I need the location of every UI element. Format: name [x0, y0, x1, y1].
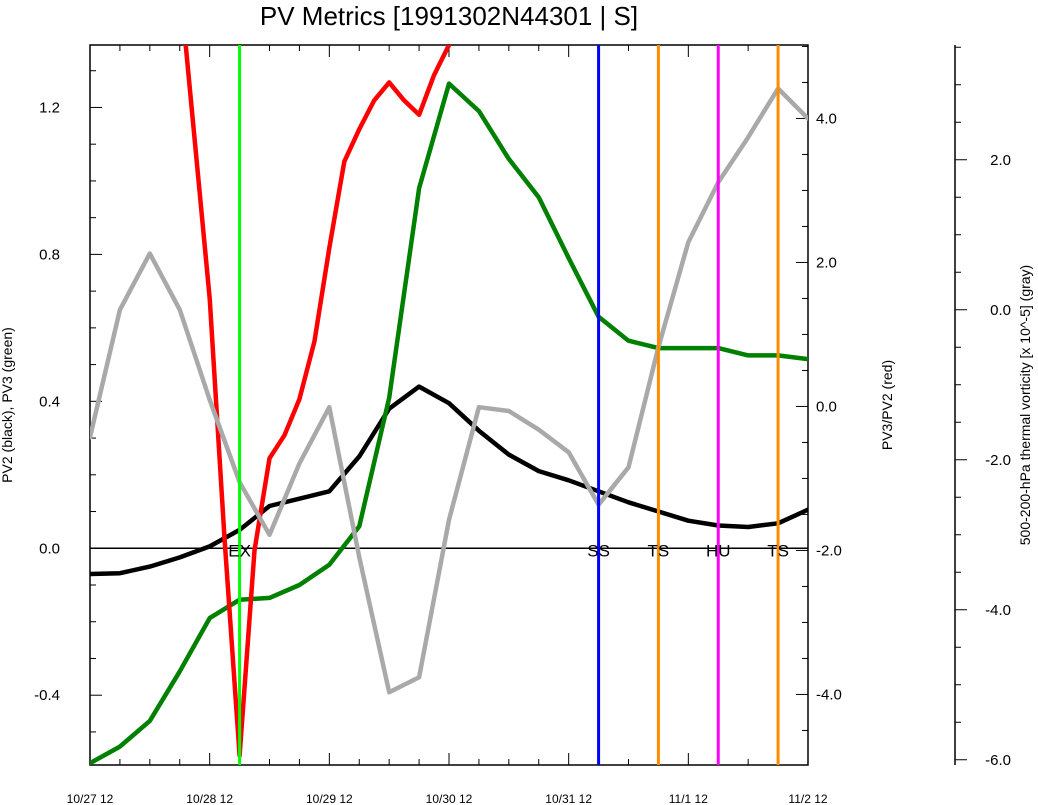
x-tick-label: 10/31 12: [545, 792, 592, 805]
left-axis-title: PV2 (black), PV3 (green): [0, 327, 15, 483]
series-line-pv3: [90, 81, 808, 765]
right-tick-label: 4.0: [816, 110, 837, 127]
right-axis-title: PV3/PV2 (red): [879, 360, 895, 450]
right-tick-label: -2.0: [816, 542, 842, 559]
x-tick-label: 11/2 12: [788, 792, 827, 805]
x-tick-label: 10/30 12: [426, 792, 473, 805]
x-tick-label: 11/1 12: [669, 792, 708, 805]
event-label-hu: HU: [706, 541, 731, 560]
x-tick-label: 10/27 12: [67, 792, 114, 805]
far-right-tick-label: 0.0: [990, 302, 1011, 319]
right-tick-label: 0.0: [816, 398, 837, 415]
series-line-pv2: [90, 384, 808, 577]
event-label-ts: TS: [767, 541, 789, 560]
far-right-tick-label: -6.0: [985, 752, 1011, 769]
left-tick-label: -0.4: [34, 687, 60, 704]
plot-area: 10/27 12 10/28 12 10/29 12 10/30 12 10/31 12…: [0, 44, 1033, 805]
far-right-tick-label: 2.0: [990, 152, 1011, 169]
x-tick-label: 10/28 12: [186, 792, 233, 805]
series-group: [90, 45, 808, 765]
far-right-tick-label: -4.0: [985, 602, 1011, 619]
left-tick-label: 1.2: [39, 99, 60, 116]
far-right-tick-label: -2.0: [985, 452, 1011, 469]
x-tick-label: 10/29 12: [306, 792, 353, 805]
series-line-thermal-vorticity: [90, 86, 808, 695]
series-line-pv3-pv2: [183, 45, 452, 758]
right-tick-label: -4.0: [816, 686, 842, 703]
event-label-ex: EX: [228, 541, 251, 560]
left-tick-label: 0.8: [39, 246, 60, 263]
far-right-axis-title: 500-200-hPa thermal vorticity [x 10^-5] …: [1017, 265, 1033, 545]
left-tick-label: 0.0: [39, 540, 60, 557]
chart-title: PV Metrics [1991302N44301 | S]: [260, 1, 638, 31]
right-tick-label: 2.0: [816, 254, 837, 271]
event-label-ss: SS: [587, 541, 610, 560]
left-tick-label: 0.4: [39, 393, 60, 410]
event-label-ts: TS: [648, 541, 670, 560]
